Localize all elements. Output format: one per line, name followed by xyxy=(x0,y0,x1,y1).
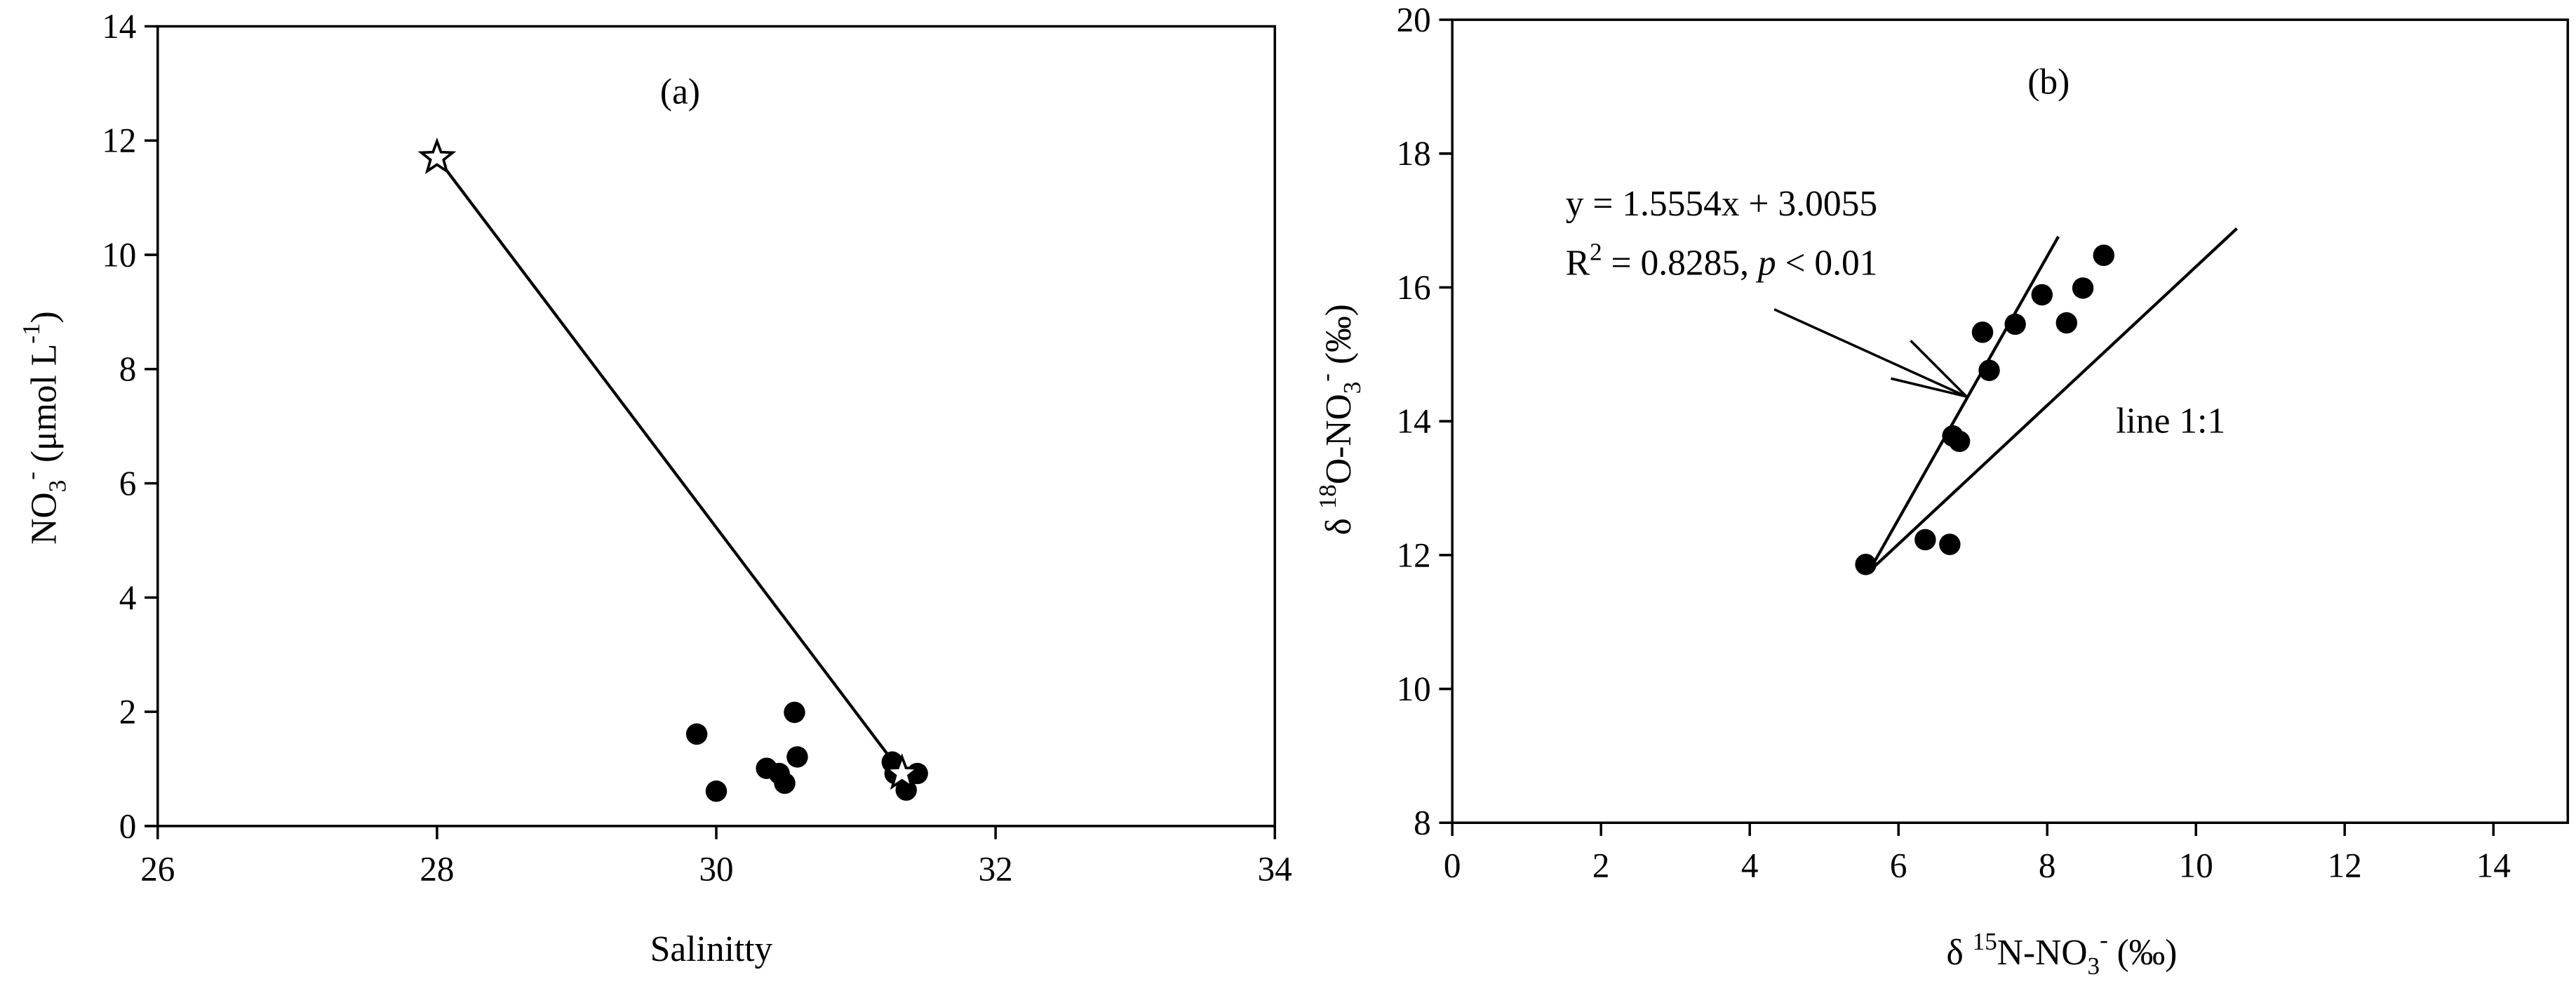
x-axis-label: δ 15N-NO3- (‰) xyxy=(1947,926,2178,980)
arrow xyxy=(1773,308,1968,398)
chart-title: (b) xyxy=(2027,62,2069,102)
x-tick-label: 28 xyxy=(420,849,454,888)
star-point xyxy=(417,137,457,174)
data-point xyxy=(1914,528,1936,551)
x-tick-label: 2 xyxy=(1592,846,1610,885)
y-tick-label: 6 xyxy=(119,464,137,503)
y-axis-label: δ 18O-NO3- (‰) xyxy=(1313,304,1366,535)
y-tick-label: 4 xyxy=(119,578,137,617)
x-tick-label: 6 xyxy=(1890,846,1907,885)
label-part: -1 xyxy=(18,323,45,343)
y-tick-label: 12 xyxy=(102,121,136,160)
label-part: p xyxy=(1755,244,1776,284)
plot-frame xyxy=(156,25,1277,827)
reference-line-label: line 1:1 xyxy=(2116,401,2225,441)
y-tick-label: 14 xyxy=(1397,402,1431,441)
y-axis-label: NO3- (μmol L-1) xyxy=(18,311,71,545)
label-part: 2 xyxy=(1590,238,1602,265)
x-tick-label: 32 xyxy=(979,849,1013,888)
equation: y = 1.5554x + 3.0055 xyxy=(1566,184,1877,224)
label-part: 18 xyxy=(1314,484,1341,509)
y-tick-label: 18 xyxy=(1397,134,1431,173)
y-tick-label: 10 xyxy=(102,235,136,274)
data-point xyxy=(2055,312,2078,334)
data-point xyxy=(1948,430,1971,453)
label-part: - xyxy=(18,472,45,480)
data-point xyxy=(2031,284,2053,306)
label-part: = 0.8285, xyxy=(1602,244,1758,284)
x-tick-label: 12 xyxy=(2328,846,2362,885)
label-part: (‰) xyxy=(2108,933,2178,973)
x-tick-label: 34 xyxy=(1258,849,1292,888)
chart-title: (a) xyxy=(660,72,700,112)
data-point xyxy=(1978,359,2000,381)
plot-frame xyxy=(1451,18,2570,824)
label-part: O-NO xyxy=(1319,394,1359,484)
fit-line xyxy=(1867,236,2060,573)
arrow-shaft xyxy=(1773,308,1967,398)
x-tick-label: 0 xyxy=(1444,846,1461,885)
data-point xyxy=(2093,244,2115,266)
y-tick-label: 2 xyxy=(119,693,137,731)
x-tick-label: 8 xyxy=(2039,846,2056,885)
label-part: - xyxy=(1313,373,1340,382)
y-tick-label: 16 xyxy=(1397,268,1431,307)
data-point xyxy=(786,746,808,768)
label-part: δ xyxy=(1319,509,1359,535)
label-part: - xyxy=(2100,926,2108,953)
reference-line xyxy=(1867,227,2238,573)
label-part: < 0.01 xyxy=(1776,244,1878,284)
data-point xyxy=(2004,313,2026,335)
star-point xyxy=(883,753,922,790)
data-point xyxy=(774,772,796,794)
data-point xyxy=(1939,533,1961,555)
y-tick-label: 8 xyxy=(119,350,137,388)
label-part: δ xyxy=(1947,933,1973,973)
label-part: (‰) xyxy=(1319,304,1359,373)
y-tick-label: 0 xyxy=(119,806,137,845)
data-point xyxy=(1855,553,1877,576)
arrow-head xyxy=(1891,377,1967,398)
data-point xyxy=(2072,277,2094,299)
label-part: 3 xyxy=(1339,382,1366,394)
data-point xyxy=(705,780,727,802)
x-tick-label: 14 xyxy=(2476,846,2511,885)
x-tick-label: 30 xyxy=(699,849,733,888)
y-tick-label: 10 xyxy=(1397,670,1431,708)
data-point xyxy=(685,723,708,745)
x-tick-label: 26 xyxy=(140,849,175,888)
x-tick-label: 10 xyxy=(2179,846,2213,885)
y-tick-label: 12 xyxy=(1397,536,1431,574)
label-part: 15 xyxy=(1973,928,1997,955)
label-part: NO xyxy=(25,492,65,544)
y-tick-label: 8 xyxy=(1414,804,1431,842)
label-part: ) xyxy=(25,311,65,323)
y-tick-label: 14 xyxy=(102,7,136,46)
series-line xyxy=(436,157,904,775)
data-point xyxy=(784,701,805,724)
x-axis-label: Salinitty xyxy=(650,929,773,969)
label-part: R xyxy=(1566,244,1590,284)
arrow-head xyxy=(1910,340,1968,398)
label-part: 3 xyxy=(44,480,72,493)
x-tick-label: 4 xyxy=(1741,846,1759,885)
r-squared: R2 = 0.8285, p < 0.01 xyxy=(1566,238,1878,283)
label-part: 3 xyxy=(2088,952,2100,980)
data-point xyxy=(1971,321,1994,343)
label-part: (μmol L xyxy=(25,344,65,472)
label-part: N-NO xyxy=(1997,933,2088,973)
y-tick-label: 20 xyxy=(1397,1,1431,39)
